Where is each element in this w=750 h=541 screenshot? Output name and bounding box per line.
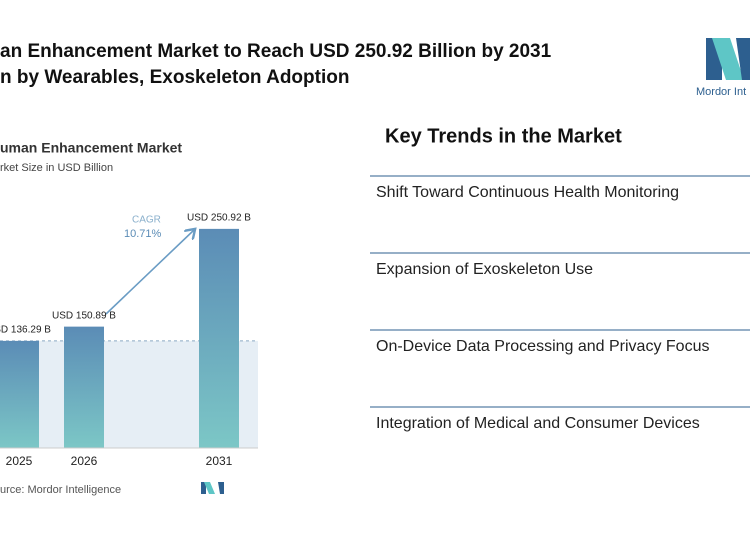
value-label: USD 250.92 B xyxy=(187,213,251,224)
x-tick-label: 2026 xyxy=(71,454,98,468)
trend-item: Expansion of Exoskeleton Use xyxy=(376,261,593,278)
trend-item: Shift Toward Continuous Health Monitorin… xyxy=(376,184,679,201)
value-label: USD 136.29 B xyxy=(0,325,51,336)
small-logo xyxy=(201,482,224,494)
bar xyxy=(0,340,39,448)
headline: n by Wearables, Exoskeleton Adoption xyxy=(0,67,349,88)
bar xyxy=(199,228,239,448)
trends-title: Key Trends in the Market xyxy=(385,125,622,147)
source: urce: Mordor Intelligence xyxy=(0,484,121,496)
bar xyxy=(64,326,104,448)
logo: Mordor Int xyxy=(696,38,750,98)
cagr-arrow xyxy=(105,230,194,315)
headline: an Enhancement Market to Reach USD 250.9… xyxy=(0,41,552,62)
chart-title: uman Enhancement Market xyxy=(0,140,182,156)
logo-text: Mordor Int xyxy=(696,86,746,98)
x-tick-label: 2031 xyxy=(206,454,233,468)
value-label: USD 150.89 B xyxy=(52,310,116,321)
trend-item: On-Device Data Processing and Privacy Fo… xyxy=(376,338,709,355)
annotation-value: 10.71% xyxy=(124,228,162,240)
trend-item: Integration of Medical and Consumer Devi… xyxy=(376,415,700,432)
chart-subtitle: rket Size in USD Billion xyxy=(0,162,113,174)
annotation-label: CAGR xyxy=(132,215,161,226)
x-tick-label: 2025 xyxy=(6,454,33,468)
